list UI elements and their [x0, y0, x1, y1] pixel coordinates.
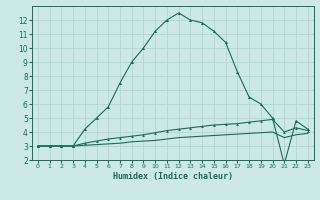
X-axis label: Humidex (Indice chaleur): Humidex (Indice chaleur): [113, 172, 233, 181]
